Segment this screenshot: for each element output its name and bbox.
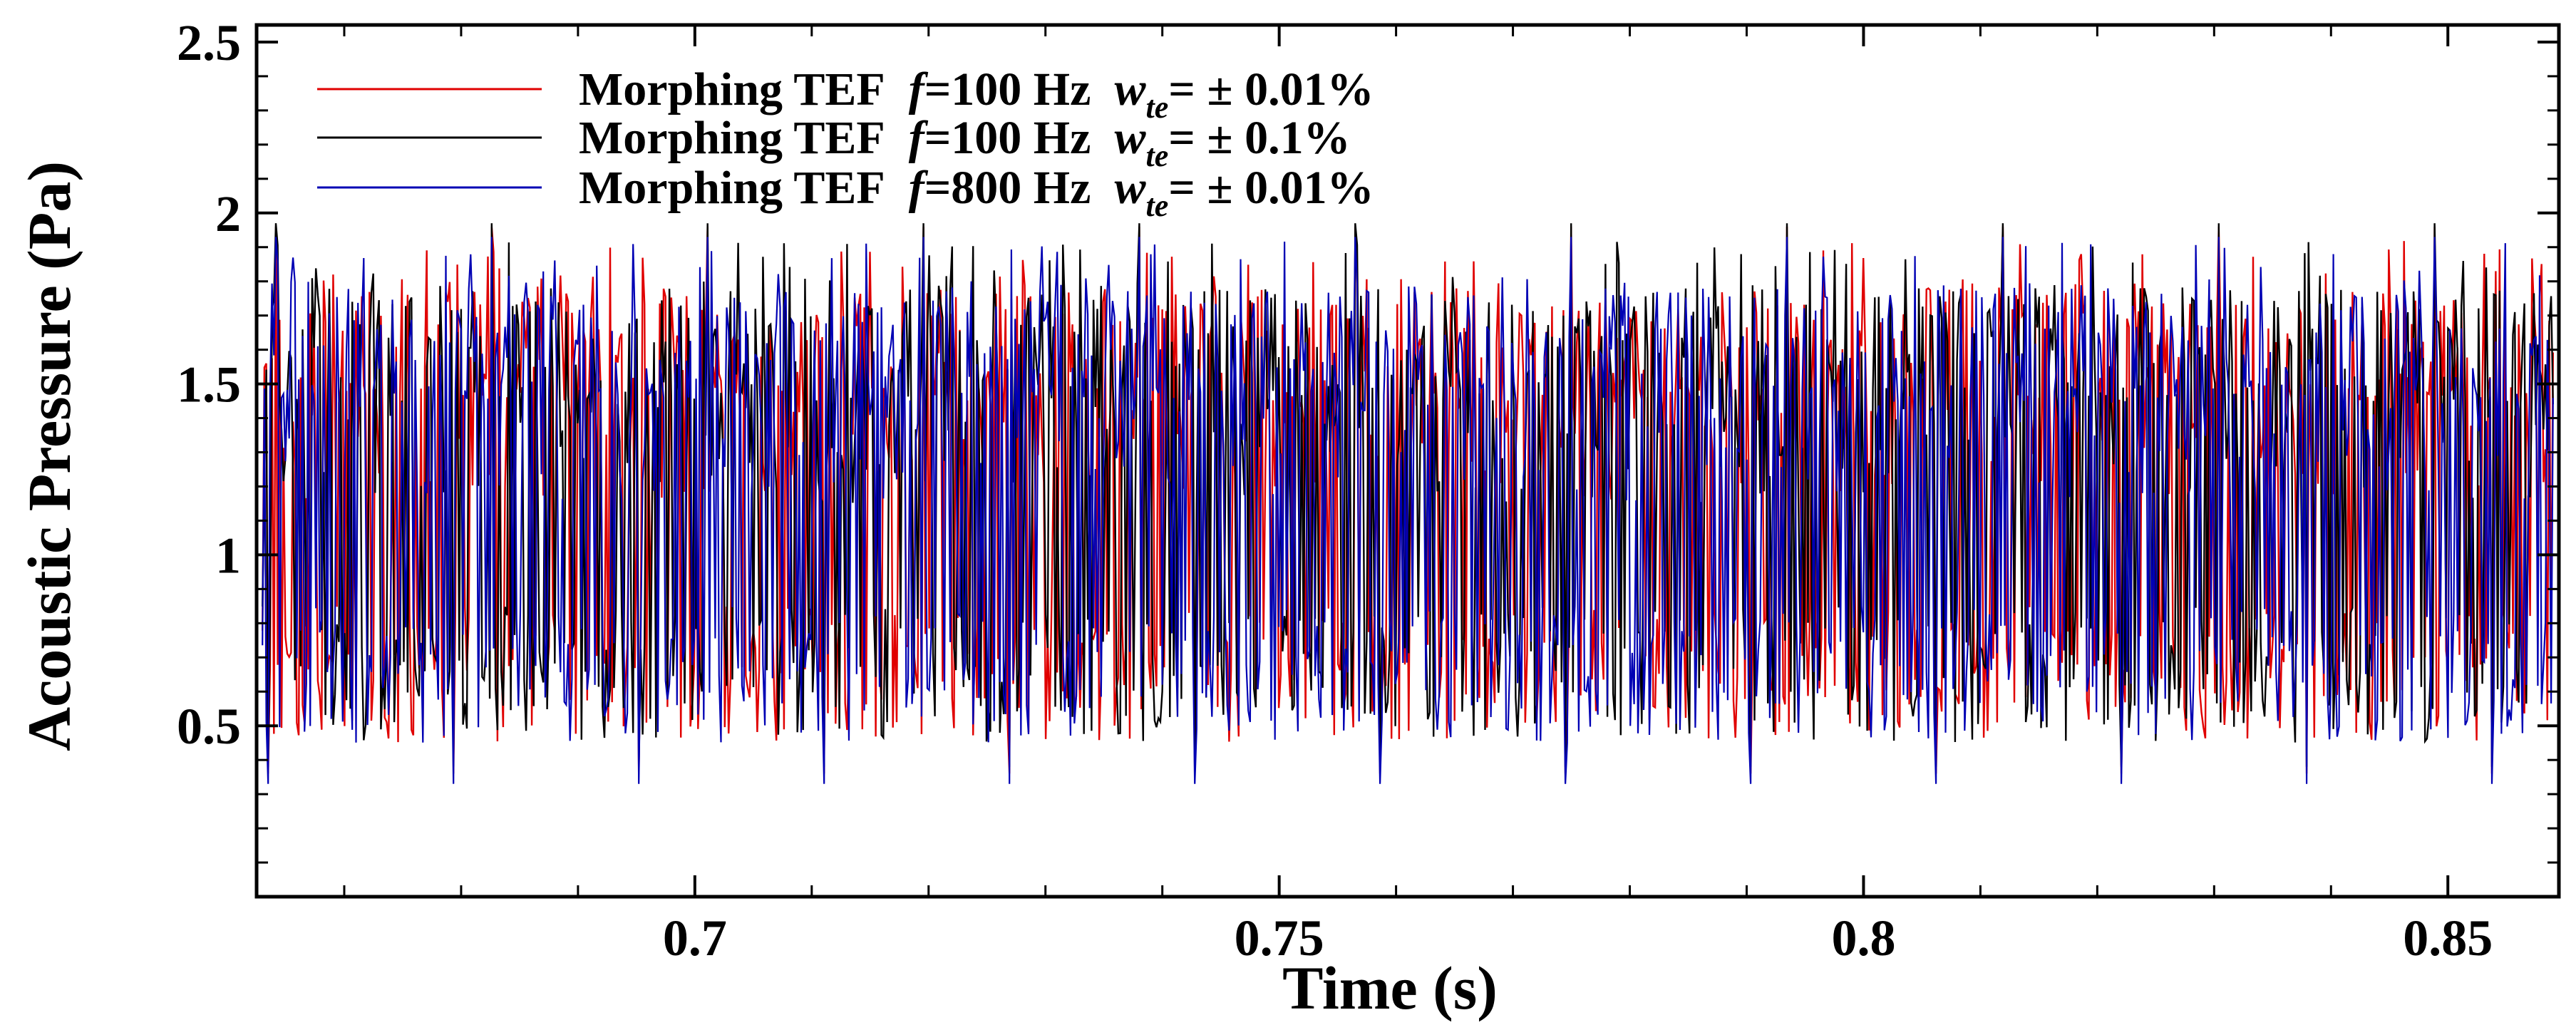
- legend-entry-1: Morphing TEF f=100 Hz wte= ± 0.01%: [317, 63, 1374, 125]
- legend-label: Morphing TEF f=100 Hz wte= ± 0.1%: [579, 112, 1351, 173]
- series-line-3: [262, 237, 2554, 784]
- x-tick-label: 0.85: [2403, 910, 2493, 967]
- legend: Morphing TEF f=100 Hz wte= ± 0.01%Morphi…: [317, 63, 1374, 223]
- axis-layer: 0.7 0.75 0.8 0.85 0.5 1 1.5 2 2.5: [177, 14, 2561, 967]
- legend-label: Morphing TEF f=800 Hz wte= ± 0.01%: [579, 162, 1374, 223]
- x-tick-label: 0.7: [663, 910, 727, 967]
- series-layer: [262, 223, 2555, 784]
- y-tick-label: 1: [215, 527, 241, 584]
- legend-entry-3: Morphing TEF f=800 Hz wte= ± 0.01%: [317, 162, 1374, 223]
- y-tick-label: 2: [215, 185, 241, 242]
- y-tick-label: 0.5: [177, 698, 241, 755]
- y-tick-label: 1.5: [177, 356, 241, 413]
- legend-label: Morphing TEF f=100 Hz wte= ± 0.01%: [579, 63, 1374, 125]
- plot-frame: [254, 23, 2561, 899]
- y-axis-title: Acoustic Pressure (Pa): [15, 161, 83, 751]
- y-tick-label: 2.5: [177, 14, 241, 71]
- x-axis-title: Time (s): [1282, 954, 1498, 1022]
- x-tick-label: 0.75: [1235, 910, 1324, 967]
- legend-entry-2: Morphing TEF f=100 Hz wte= ± 0.1%: [317, 112, 1351, 173]
- x-tick-label: 0.8: [1831, 910, 1895, 967]
